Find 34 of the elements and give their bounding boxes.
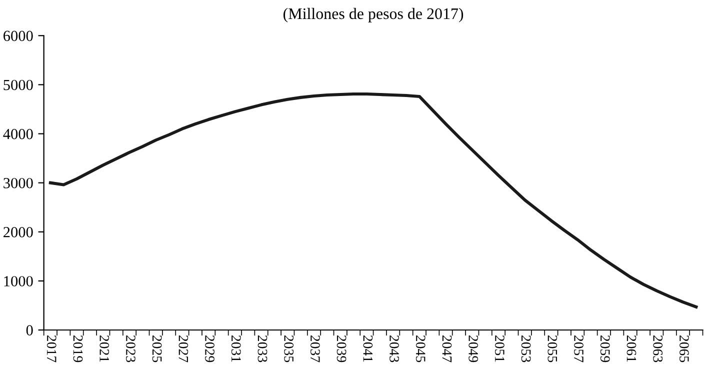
x-tick-label: 2035 xyxy=(284,335,294,362)
x-tick-label: 2029 xyxy=(205,335,214,362)
x-tick-label: 2047 xyxy=(442,335,452,362)
x-tick-label: 2057 xyxy=(574,335,584,362)
y-tick-label: 3000 xyxy=(4,178,33,188)
x-tick-label: 2041 xyxy=(363,335,373,362)
x-tick-label: 2049 xyxy=(468,335,478,362)
x-tick-label: 2063 xyxy=(653,335,663,362)
y-tick-label: 1000 xyxy=(4,276,33,286)
x-tick-label: 2065 xyxy=(680,335,689,362)
x-tick-label: 2045 xyxy=(416,335,426,362)
x-tick-label: 2055 xyxy=(548,335,558,362)
y-tick-label: 4000 xyxy=(3,128,33,140)
chart-title: (Millones de pesos de 2017) xyxy=(284,8,464,22)
x-tick-label: 2027 xyxy=(178,335,188,362)
x-tick-label: 2019 xyxy=(73,335,83,362)
x-tick-label: 2043 xyxy=(390,335,399,362)
y-tick-label: 2000 xyxy=(4,227,33,238)
x-tick-label: 2037 xyxy=(310,335,320,362)
x-tick-label: 2031 xyxy=(231,335,241,362)
x-tick-label: 2017 xyxy=(46,335,56,362)
y-tick-label: 0 xyxy=(26,325,33,336)
y-tick-label: 6000 xyxy=(4,30,33,42)
x-tick-label: 2021 xyxy=(100,335,110,362)
x-tick-label: 2025 xyxy=(152,335,162,362)
y-tick-label: 5000 xyxy=(4,80,33,90)
x-tick-label: 2033 xyxy=(258,335,268,362)
x-tick-label: 2053 xyxy=(521,335,531,362)
x-tick-label: 2051 xyxy=(495,335,504,362)
x-tick-label: 2023 xyxy=(126,335,136,362)
x-tick-label: 2039 xyxy=(336,335,346,362)
x-tick-label: 2059 xyxy=(600,335,610,362)
x-tick-label: 2061 xyxy=(626,335,636,362)
line-series xyxy=(48,92,698,308)
